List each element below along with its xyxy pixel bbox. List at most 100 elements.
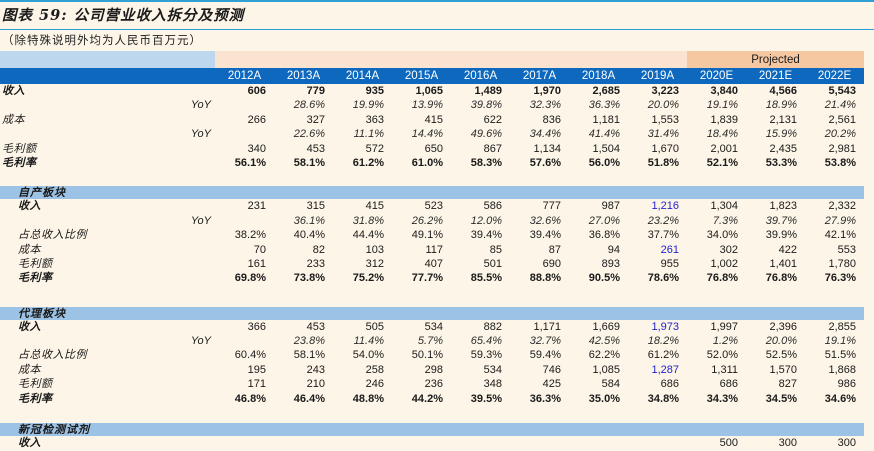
table-row: 收入 606 779 935 1,065 1,489 1,970 2,685 3,223 3,84… bbox=[0, 84, 864, 98]
value-cell: 1,570 bbox=[769, 363, 797, 376]
value-cell: 422 bbox=[778, 243, 797, 256]
value-cell: 505 bbox=[365, 320, 384, 333]
year-column-header: 2012A bbox=[227, 70, 262, 82]
value-cell: 195 bbox=[247, 363, 266, 376]
value-cell: 32.3% bbox=[529, 99, 561, 112]
value-cell: 366 bbox=[247, 320, 266, 333]
value-cell: 32.7% bbox=[529, 335, 561, 348]
value-cell: 75.2% bbox=[352, 272, 384, 285]
section-title: 代理板块 bbox=[18, 306, 66, 320]
value-cell: 23.2% bbox=[647, 214, 679, 227]
value-cell: 1,304 bbox=[710, 200, 738, 213]
value-cell: 58.1% bbox=[293, 349, 325, 362]
value-cell: 34.3% bbox=[706, 392, 738, 405]
year-column-header: 2016A bbox=[463, 70, 498, 82]
value-cell: 34.5% bbox=[765, 392, 797, 405]
value-cell: 36.1% bbox=[293, 214, 325, 227]
value-cell: 52.1% bbox=[706, 156, 738, 169]
value-cell: 302 bbox=[719, 243, 738, 256]
value-cell: 35.0% bbox=[588, 392, 620, 405]
top-rule bbox=[0, 0, 874, 2]
value-cell: 1,085 bbox=[592, 363, 620, 376]
value-cell: 46.8% bbox=[234, 392, 266, 405]
figure-title: 图表 59: 公司营业收入拆分及预测 bbox=[2, 7, 245, 24]
value-cell: 62.2% bbox=[588, 349, 620, 362]
figure-subtitle: （除特殊说明外均为人民币百万元） bbox=[2, 33, 202, 47]
value-cell: 363 bbox=[365, 113, 384, 126]
value-cell: 82 bbox=[312, 243, 325, 256]
value-cell: 779 bbox=[306, 85, 325, 97]
table-row: YoY 28.6% 19.9% 13.9% 39.8% 32.3% 36.3% 20.0% 19… bbox=[0, 98, 864, 112]
value-cell: 49.1% bbox=[411, 229, 443, 242]
value-cell: 44.4% bbox=[352, 229, 384, 242]
value-cell: 312 bbox=[365, 257, 384, 270]
value-cell: 15.9% bbox=[765, 128, 797, 141]
value-cell: 57.6% bbox=[529, 156, 561, 169]
value-cell: 39.4% bbox=[470, 229, 502, 242]
value-cell: 1.2% bbox=[712, 335, 738, 348]
table-row: 收入 500 300 300 bbox=[0, 436, 864, 450]
value-cell: 161 bbox=[247, 257, 266, 270]
row-label: YoY bbox=[190, 214, 211, 227]
revenue-forecast-table: Projected 2012A 2013A 2014A 2015A 2016A 2017A… bbox=[0, 51, 864, 450]
value-cell: 243 bbox=[306, 363, 325, 376]
value-cell: 2,855 bbox=[828, 320, 856, 333]
value-cell: 56.0% bbox=[588, 156, 620, 169]
row-label: 成本 bbox=[18, 362, 41, 376]
value-cell: 78.6% bbox=[647, 272, 679, 285]
value-cell: 501 bbox=[483, 257, 502, 270]
value-cell: 453 bbox=[306, 142, 325, 155]
value-cell: 42.1% bbox=[824, 229, 856, 242]
value-cell: 39.9% bbox=[765, 229, 797, 242]
value-cell: 523 bbox=[424, 200, 443, 213]
value-cell: 18.2% bbox=[647, 335, 679, 348]
row-label: YoY bbox=[190, 128, 211, 141]
value-cell: 85 bbox=[489, 243, 502, 256]
year-column-header: 2018A bbox=[581, 70, 616, 82]
row-label: 毛利额 bbox=[2, 141, 37, 155]
value-cell: 76.8% bbox=[765, 272, 797, 285]
value-cell: 49.6% bbox=[470, 128, 502, 141]
value-cell: 572 bbox=[365, 142, 384, 155]
table-row: 毛利率 46.8% 46.4% 48.8% 44.2% 39.5% 36.3% 35.0% 34… bbox=[0, 392, 864, 406]
year-column-header: 2021E bbox=[758, 70, 793, 82]
value-cell: 94 bbox=[607, 243, 620, 256]
year-column-header: 2022E bbox=[817, 70, 852, 82]
value-cell: 1,973 bbox=[651, 320, 679, 333]
value-cell: 34.0% bbox=[706, 229, 738, 242]
value-cell: 87 bbox=[548, 243, 561, 256]
value-cell: 58.1% bbox=[293, 156, 325, 169]
value-cell: 425 bbox=[542, 378, 561, 391]
section-gap bbox=[0, 406, 864, 423]
value-cell: 60.4% bbox=[234, 349, 266, 362]
row-label: 收入 bbox=[18, 199, 41, 213]
value-cell: 27.9% bbox=[824, 214, 856, 227]
row-label: 毛利率 bbox=[2, 155, 37, 169]
value-cell: 4,566 bbox=[769, 85, 797, 97]
value-cell: 36.3% bbox=[529, 392, 561, 405]
value-cell: 14.4% bbox=[411, 128, 443, 141]
projected-label: Projected bbox=[687, 51, 864, 68]
value-cell: 407 bbox=[424, 257, 443, 270]
value-cell: 453 bbox=[306, 320, 325, 333]
value-cell: 36.3% bbox=[588, 99, 620, 112]
value-cell: 52.0% bbox=[706, 349, 738, 362]
row-label: YoY bbox=[190, 99, 211, 112]
row-label: 占总收入比例 bbox=[18, 228, 87, 242]
value-cell: 5.7% bbox=[417, 335, 443, 348]
value-cell: 61.2% bbox=[647, 349, 679, 362]
value-cell: 76.3% bbox=[824, 272, 856, 285]
value-cell: 26.2% bbox=[411, 214, 443, 227]
row-label: 收入 bbox=[18, 436, 41, 450]
table-row: YoY 36.1% 31.8% 26.2% 12.0% 32.6% 27.0% 23.2% 7.… bbox=[0, 214, 864, 228]
value-cell: 1,997 bbox=[710, 320, 738, 333]
value-cell: 39.4% bbox=[529, 229, 561, 242]
value-cell: 20.0% bbox=[765, 335, 797, 348]
row-label: 毛利率 bbox=[18, 391, 53, 405]
value-cell: 1,311 bbox=[711, 363, 738, 376]
value-cell: 44.2% bbox=[411, 392, 443, 405]
value-cell: 51.8% bbox=[647, 156, 679, 169]
value-cell: 1,401 bbox=[769, 257, 797, 270]
value-cell: 340 bbox=[247, 142, 266, 155]
